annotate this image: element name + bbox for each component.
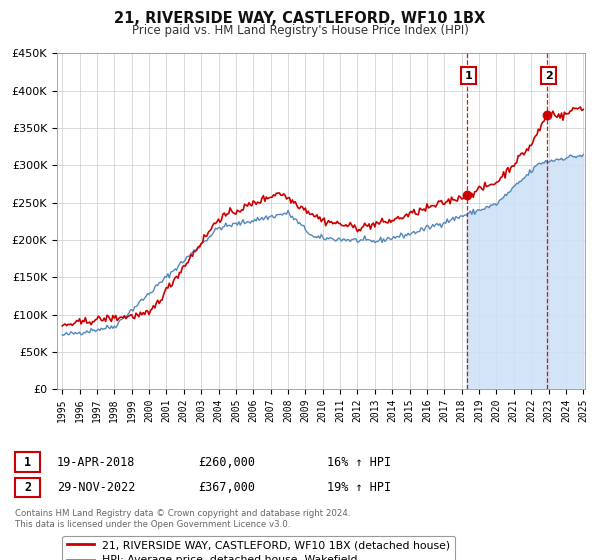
Text: 16% ↑ HPI: 16% ↑ HPI	[327, 455, 391, 469]
Text: 21, RIVERSIDE WAY, CASTLEFORD, WF10 1BX: 21, RIVERSIDE WAY, CASTLEFORD, WF10 1BX	[115, 11, 485, 26]
Text: 1: 1	[464, 71, 472, 81]
Text: Contains HM Land Registry data © Crown copyright and database right 2024.: Contains HM Land Registry data © Crown c…	[15, 509, 350, 518]
Text: Price paid vs. HM Land Registry's House Price Index (HPI): Price paid vs. HM Land Registry's House …	[131, 24, 469, 36]
Text: £260,000: £260,000	[198, 455, 255, 469]
Text: 2: 2	[24, 480, 31, 494]
Text: 19% ↑ HPI: 19% ↑ HPI	[327, 480, 391, 494]
Text: This data is licensed under the Open Government Licence v3.0.: This data is licensed under the Open Gov…	[15, 520, 290, 529]
Text: 29-NOV-2022: 29-NOV-2022	[57, 480, 136, 494]
Text: 19-APR-2018: 19-APR-2018	[57, 455, 136, 469]
Text: 2: 2	[545, 71, 553, 81]
Legend: 21, RIVERSIDE WAY, CASTLEFORD, WF10 1BX (detached house), HPI: Average price, de: 21, RIVERSIDE WAY, CASTLEFORD, WF10 1BX …	[62, 536, 455, 560]
Text: £367,000: £367,000	[198, 480, 255, 494]
Text: 1: 1	[24, 455, 31, 469]
